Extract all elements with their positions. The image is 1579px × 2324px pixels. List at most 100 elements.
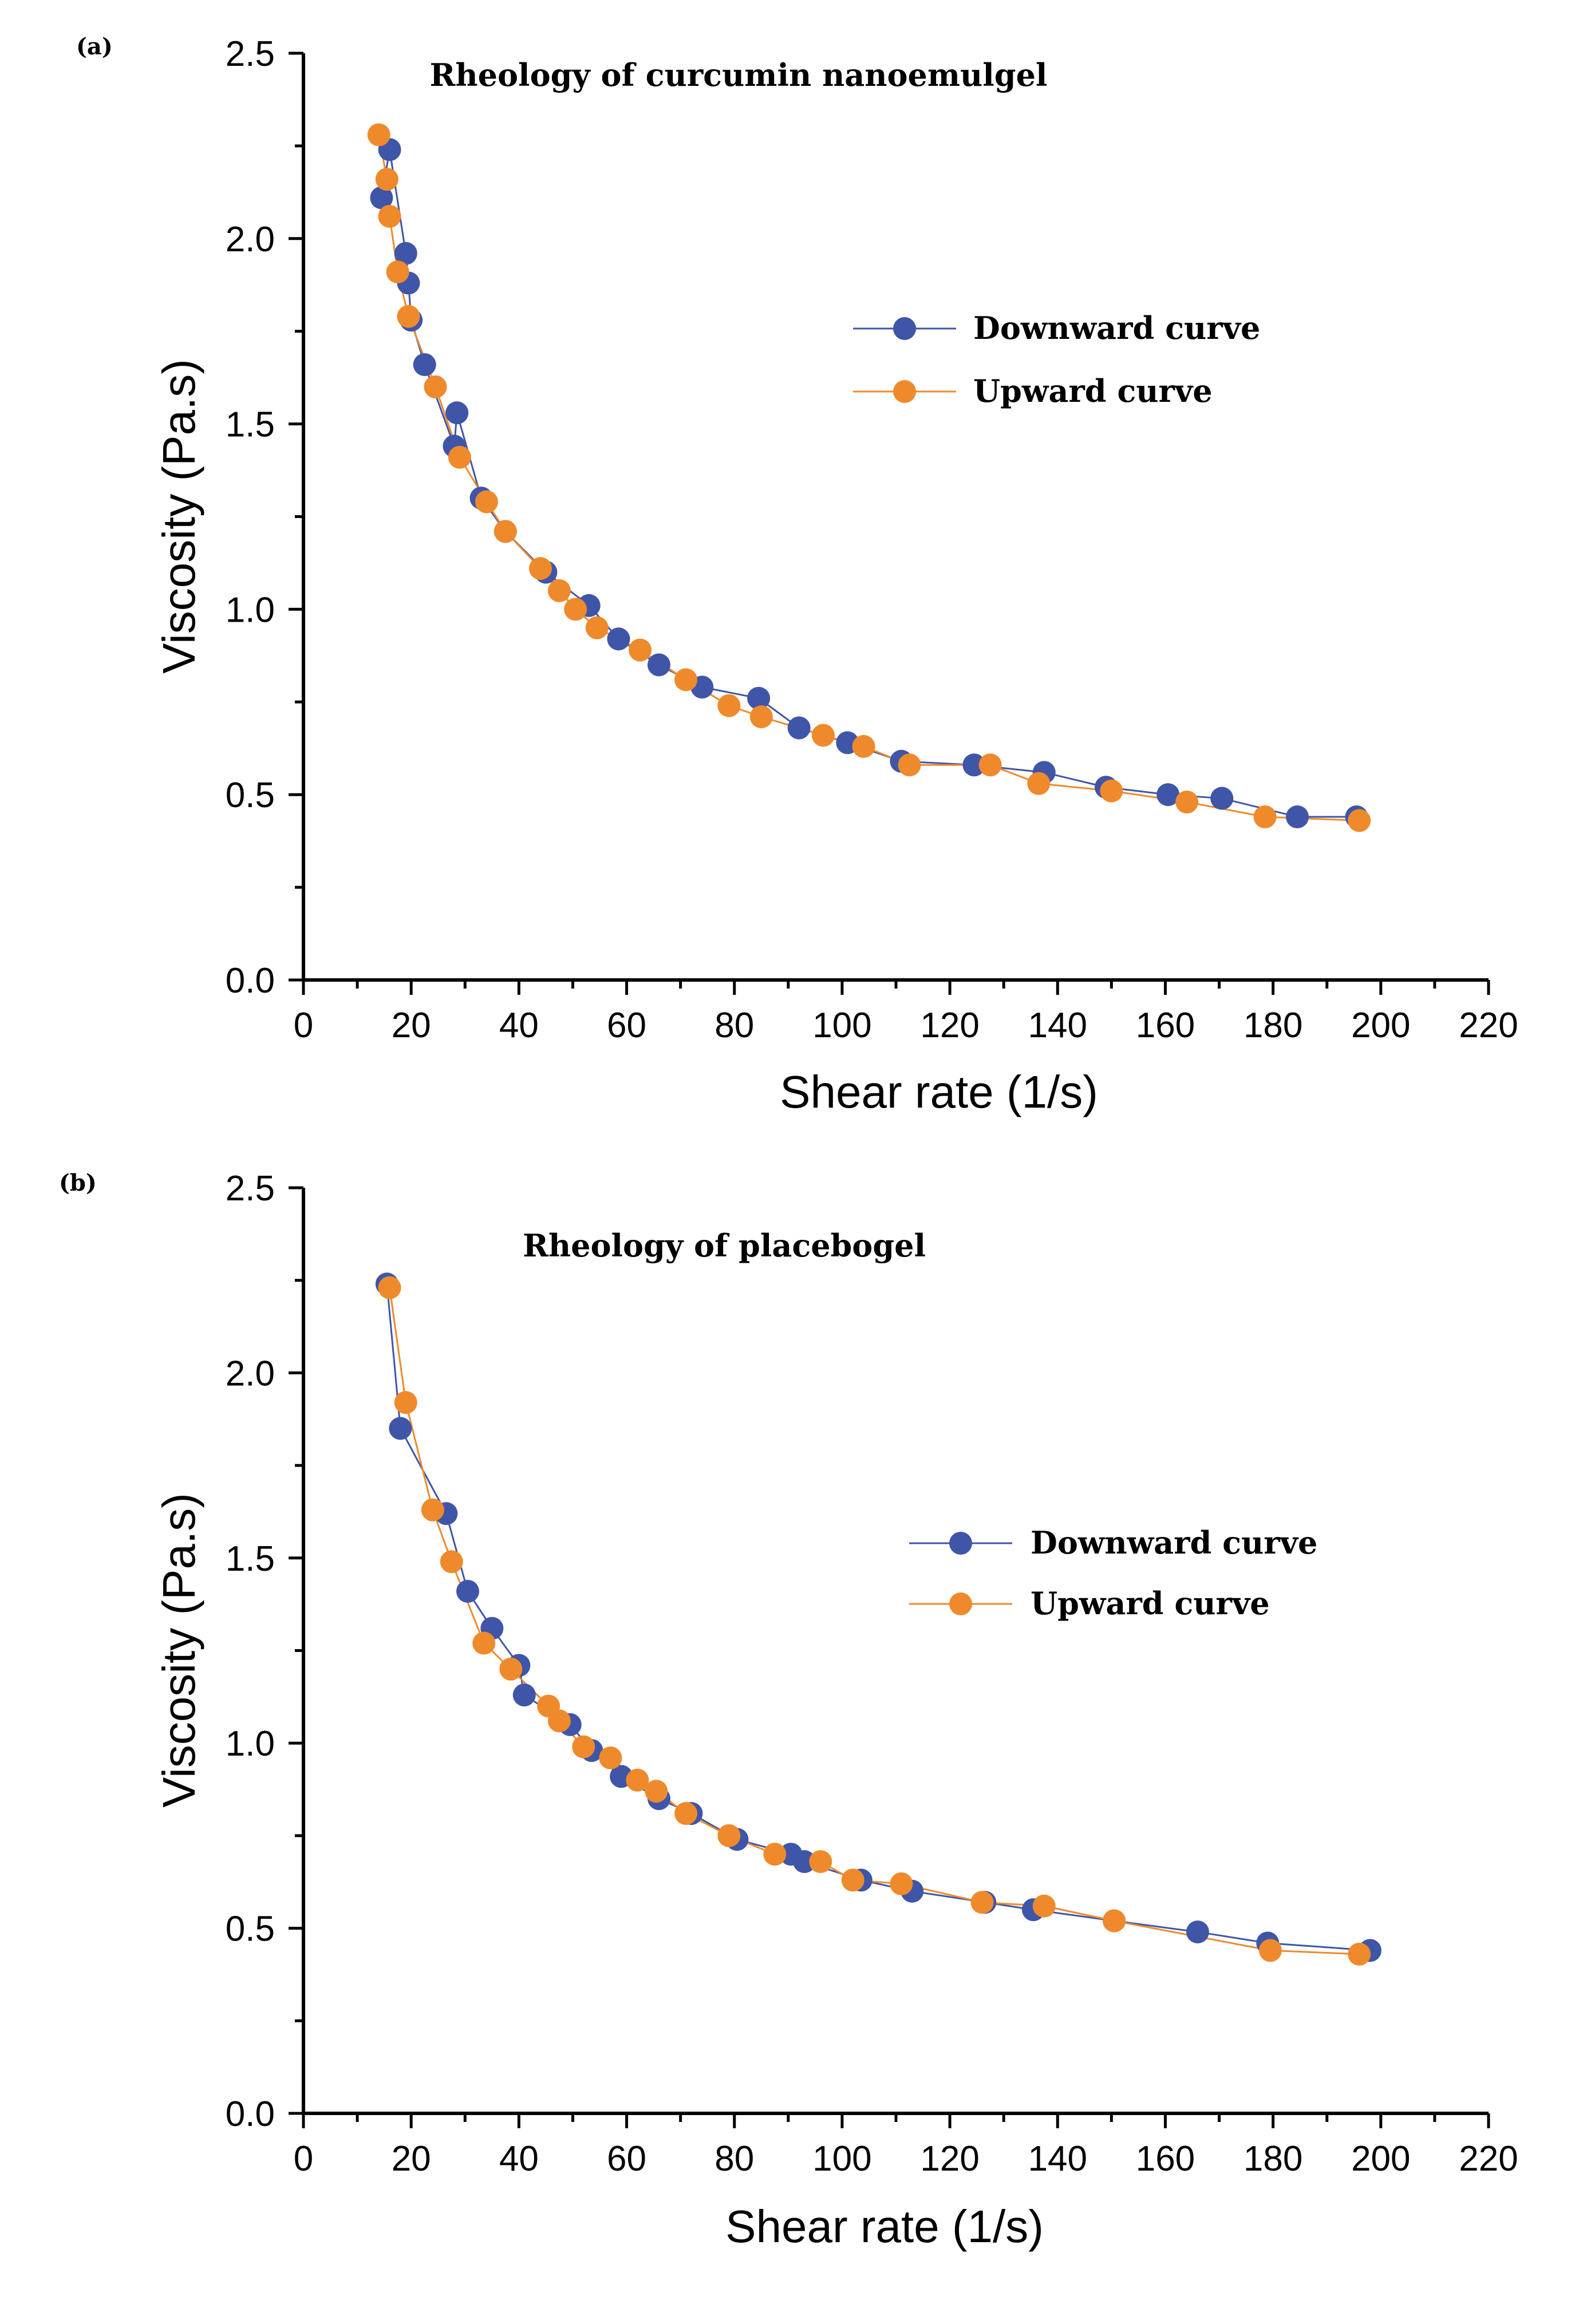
x-tick-label: 80 <box>715 1006 754 1045</box>
data-point-upward <box>421 1498 444 1521</box>
data-point-downward <box>413 353 436 376</box>
legend-label: Downward curve <box>973 310 1260 346</box>
x-tick-label: 100 <box>812 2139 871 2179</box>
y-tick-label: 0.5 <box>226 1910 275 1949</box>
data-point-downward <box>1186 1920 1209 1944</box>
data-point-downward <box>370 186 393 210</box>
data-point-upward <box>890 1872 913 1895</box>
data-point-upward <box>378 204 401 228</box>
x-tick-label: 120 <box>920 2139 979 2179</box>
x-tick-label: 40 <box>499 2139 539 2179</box>
data-point-upward <box>564 598 587 621</box>
x-tick-label: 0 <box>294 1006 313 1045</box>
data-point-downward <box>793 1850 816 1874</box>
data-point-upward <box>717 1824 741 1847</box>
y-tick-label: 1.0 <box>226 1724 275 1764</box>
data-point-downward <box>1285 805 1309 829</box>
data-point-upward <box>367 123 390 147</box>
data-point-upward <box>448 445 471 469</box>
data-point-upward <box>585 616 609 639</box>
data-point-downward <box>607 627 630 651</box>
x-tick-label: 140 <box>1028 2139 1087 2179</box>
data-point-downward <box>1156 783 1180 807</box>
y-tick-label: 2.0 <box>226 1354 275 1393</box>
x-tick-label: 220 <box>1459 1006 1518 1045</box>
legend-label: Upward curve <box>1031 1585 1270 1622</box>
data-point-downward <box>747 686 771 710</box>
y-tick-label: 2.0 <box>226 220 275 259</box>
chart-panel-a: (a) Rheology of curcumin nanoemulgel 0 20 40… <box>76 33 1518 1117</box>
data-point-upward <box>809 1850 832 1874</box>
data-point-upward <box>852 735 875 758</box>
y-tick-label: 0.0 <box>226 2094 275 2134</box>
data-point-upward <box>970 1891 994 1914</box>
legend: Downward curve Upward curve <box>853 310 1260 409</box>
data-point-upward <box>386 260 409 284</box>
data-point-upward <box>599 1746 622 1770</box>
data-point-upward <box>394 1391 417 1414</box>
x-tick-label: 200 <box>1351 1006 1410 1045</box>
data-point-downward <box>394 242 417 265</box>
y-tick-label: 1.5 <box>226 1539 275 1579</box>
x-tick-label: 160 <box>1136 1006 1195 1045</box>
y-axis-title: Viscosity (Pa.s) <box>153 1493 204 1808</box>
data-point-upward <box>529 557 552 580</box>
series-line-downward <box>380 149 1357 818</box>
data-point-upward <box>1103 1909 1126 1932</box>
x-tick-label: 20 <box>392 1006 431 1045</box>
data-point-upward <box>841 1868 864 1892</box>
x-tick-label: 160 <box>1136 2139 1195 2179</box>
chart-panel-b: (b) Rheology of placebogel 0 20 40 60 80 100 120… <box>59 1169 1518 2252</box>
data-point-upward <box>572 1735 595 1758</box>
x-tick-label: 100 <box>812 1006 871 1045</box>
data-point-upward <box>1348 1942 1371 1966</box>
legend: Downward curve Upward curve <box>909 1524 1317 1622</box>
x-tick-label: 180 <box>1244 2139 1302 2179</box>
data-point-downward <box>648 653 670 677</box>
data-point-upward <box>717 694 741 717</box>
legend-marker <box>949 1532 972 1555</box>
x-tick-label: 40 <box>499 1006 539 1045</box>
data-point-upward <box>811 724 835 747</box>
data-point-downward <box>1210 786 1234 810</box>
y-tick-label: 2.5 <box>226 1169 275 1208</box>
data-point-downward <box>389 1417 412 1440</box>
data-point-upward <box>378 1276 401 1299</box>
legend-marker <box>893 380 916 403</box>
x-tick-label: 20 <box>392 2139 431 2179</box>
data-point-upward <box>749 705 773 729</box>
x-tick-label: 0 <box>294 2139 313 2179</box>
data-point-upward <box>472 1631 496 1655</box>
data-point-downward <box>445 401 469 425</box>
data-point-upward <box>547 579 571 603</box>
data-point-upward <box>440 1550 463 1574</box>
y-axis-title: Viscosity (Pa.s) <box>153 359 204 674</box>
chart-title: Rheology of placebogel <box>523 1227 926 1264</box>
y-tick-label: 2.5 <box>226 34 275 74</box>
data-point-upward <box>1258 1939 1282 1962</box>
data-point-upward <box>375 168 398 191</box>
x-axis-title: Shear rate (1/s) <box>725 2201 1044 2252</box>
y-tick-label: 0.5 <box>226 776 275 815</box>
data-point-upward <box>494 520 517 543</box>
data-point-upward <box>763 1843 787 1866</box>
panel-label: (a) <box>76 33 113 60</box>
legend-label: Downward curve <box>1031 1524 1317 1561</box>
x-tick-label: 80 <box>715 2139 754 2179</box>
data-point-upward <box>978 753 1002 777</box>
data-point-downward <box>787 716 811 740</box>
data-point-upward <box>499 1657 523 1681</box>
x-tick-label: 220 <box>1459 2139 1518 2179</box>
x-tick-label: 140 <box>1028 1006 1087 1045</box>
panel-label: (b) <box>59 1169 97 1196</box>
x-tick-label: 200 <box>1351 2139 1410 2179</box>
data-point-upward <box>674 668 698 691</box>
data-point-upward <box>1100 779 1123 803</box>
legend-marker <box>893 317 916 340</box>
data-point-upward <box>626 1768 649 1792</box>
data-point-upward <box>645 1780 668 1803</box>
x-tick-label: 60 <box>607 1006 646 1045</box>
x-axis-title: Shear rate (1/s) <box>780 1066 1098 1117</box>
x-tick-label: 60 <box>607 2139 646 2179</box>
